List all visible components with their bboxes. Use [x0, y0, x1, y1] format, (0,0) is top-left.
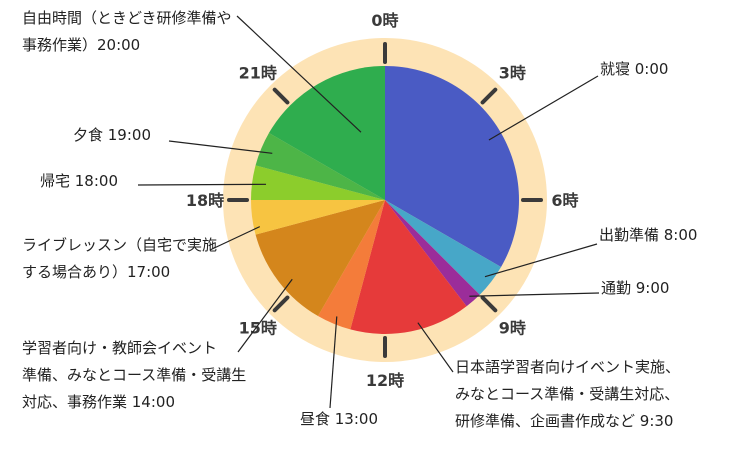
hour-tick-label-6: 18時 [186, 191, 224, 210]
leader-line-5 [237, 278, 293, 353]
leader-line-6 [209, 226, 261, 251]
pie-slice-3 [350, 200, 467, 334]
slice-label-3: 日本語学習者向けイベント実施、みなとコース準備・受講生対応、研修準備、企画書作成… [455, 358, 680, 430]
slice-label-6: ライブレッスン（自宅で実施する場合あり）17:00 [22, 236, 217, 281]
pie-slice-0 [385, 66, 519, 267]
slice-label-line: ライブレッスン（自宅で実施 [22, 236, 217, 254]
leader-line-8 [168, 140, 273, 154]
slice-label-line: する場合あり）17:00 [22, 263, 170, 281]
pie-slice-7 [251, 165, 385, 200]
pie-slice-1 [385, 200, 502, 295]
slice-label-4: 昼食 13:00 [300, 410, 378, 428]
hour-tick-label-3: 9時 [499, 318, 526, 337]
slice-label-5: 学習者向け・教師会イベント準備、みなとコース準備・受講生対応、事務作業 14:0… [22, 339, 246, 411]
leader-line-9 [236, 15, 362, 133]
leader-line-0 [488, 75, 599, 141]
pie-slice-4 [318, 200, 385, 330]
hour-tick-mark-1 [480, 87, 498, 105]
slice-label-line: 昼食 13:00 [300, 410, 378, 428]
slice-label-line: 出勤準備 8:00 [599, 226, 697, 244]
pie-slice-9 [268, 66, 385, 200]
leader-line-2 [469, 292, 600, 297]
leader-line-1 [484, 243, 598, 278]
slice-label-9: 自由時間（ときどき研修準備や事務作業）20:00 [22, 9, 232, 54]
slice-label-7: 帰宅 18:00 [40, 172, 118, 190]
slice-label-line: 準備、みなとコース準備・受講生 [22, 366, 246, 384]
hour-tick-mark-5 [272, 295, 290, 313]
slice-label-line: 自由時間（ときどき研修準備や [22, 9, 232, 27]
hour-tick-label-0: 0時 [371, 11, 398, 30]
leader-line-3 [417, 322, 454, 373]
slice-label-line: 日本語学習者向けイベント実施、 [455, 358, 680, 376]
pie-slice-5 [255, 200, 385, 317]
slice-label-2: 通勤 9:00 [601, 279, 669, 297]
slice-label-1: 出勤準備 8:00 [599, 226, 697, 244]
hour-tick-mark-3 [480, 295, 498, 313]
pie-slice-8 [255, 133, 385, 200]
hour-tick-mark-7 [272, 87, 290, 105]
slice-label-line: 帰宅 18:00 [40, 172, 118, 190]
hour-tick-label-2: 6時 [551, 191, 578, 210]
leader-line-4 [329, 316, 338, 409]
pie-slice-2 [385, 200, 480, 307]
slice-label-0: 就寝 0:00 [600, 60, 668, 78]
hour-tick-label-1: 3時 [499, 64, 526, 83]
slice-label-line: 対応、事務作業 14:00 [22, 393, 175, 411]
slice-label-line: 研修準備、企画書作成など 9:30 [455, 412, 673, 430]
hour-tick-label-4: 12時 [366, 371, 404, 390]
slice-label-line: 事務作業）20:00 [22, 36, 140, 54]
slice-label-8: 夕食 19:00 [73, 126, 151, 144]
slice-label-line: 通勤 9:00 [601, 279, 669, 297]
hour-tick-label-7: 21時 [239, 64, 277, 83]
slice-label-line: 就寝 0:00 [600, 60, 668, 78]
slice-label-line: 夕食 19:00 [73, 126, 151, 144]
pie-slice-6 [251, 200, 385, 235]
leader-line-7 [137, 183, 267, 186]
slice-label-line: 学習者向け・教師会イベント [22, 339, 217, 357]
hour-tick-label-5: 15時 [239, 318, 277, 337]
slice-label-line: みなとコース準備・受講生対応、 [455, 385, 679, 403]
